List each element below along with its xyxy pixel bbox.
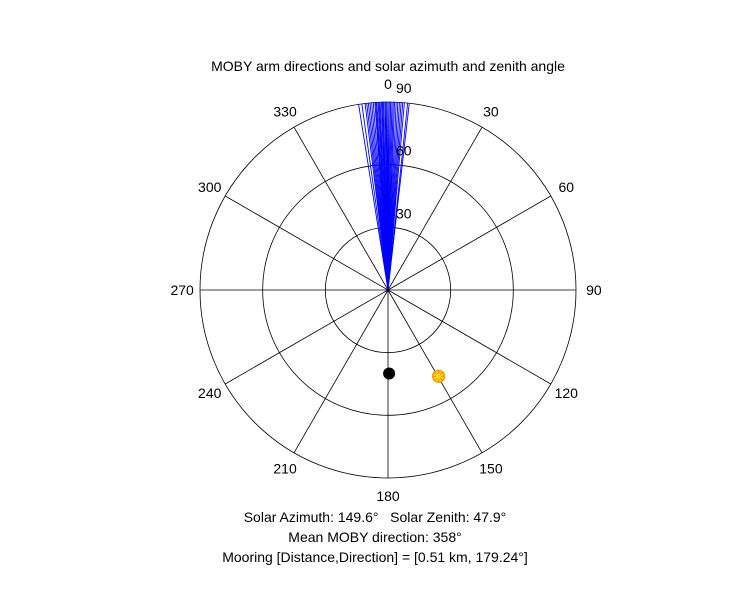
solar-caption: Solar Azimuth: 149.6° Solar Zenith: 47.9… [0,509,750,525]
moby-arm-lines [358,102,410,291]
angle-label-0: 0 [384,76,392,92]
angle-label-300: 300 [198,179,222,195]
angle-label-60: 60 [558,179,574,195]
arm-line-31 [387,102,405,291]
markers [383,367,446,383]
angle-label-270: 270 [170,282,194,298]
grid-spoke-60 [387,195,552,291]
mean-moby-caption: Mean MOBY direction: 358° [288,529,462,545]
radius-tick-labels: 30 60 90 [396,80,412,221]
sun-ray-7 [440,371,444,375]
grid-spoke-240 [224,289,389,385]
grid-spoke-30 [387,126,483,291]
arm-line-1 [361,103,389,291]
angle-label-210: 210 [273,460,297,476]
angle-label-240: 240 [198,385,222,401]
radius-label-30: 30 [396,205,412,221]
grid-spoke-120 [387,289,552,385]
angle-label-30: 30 [483,104,499,120]
angle-label-330: 330 [273,104,297,120]
angle-label-120: 120 [555,385,579,401]
chart-title: MOBY arm directions and solar azimuth an… [211,58,565,74]
mooring-caption: Mooring [Distance,Direction] = [0.51 km,… [222,549,528,565]
arm-line-33 [387,103,410,291]
sun-ray-5 [434,371,438,375]
angle-label-180: 180 [376,488,400,504]
angle-label-150: 150 [479,460,503,476]
grid-spoke-330 [293,126,389,291]
sun-ray-3 [434,377,438,381]
mooring-marker [383,367,396,380]
angle-label-90: 90 [586,282,602,298]
solar-zenith-text: Solar Zenith: 47.9° [390,509,507,525]
radius-label-90: 90 [396,80,412,96]
angle-tick-labels: 0 30 60 90 120 150 180 210 240 270 300 330 [170,76,601,504]
sun-ray-1 [440,377,444,381]
radius-label-60: 60 [396,143,412,159]
grid-spoke-300 [224,195,389,291]
solar-azimuth-text: Solar Azimuth: 149.6° [243,509,379,525]
grid-spoke-210 [293,289,389,454]
arm-line-0 [358,104,389,291]
